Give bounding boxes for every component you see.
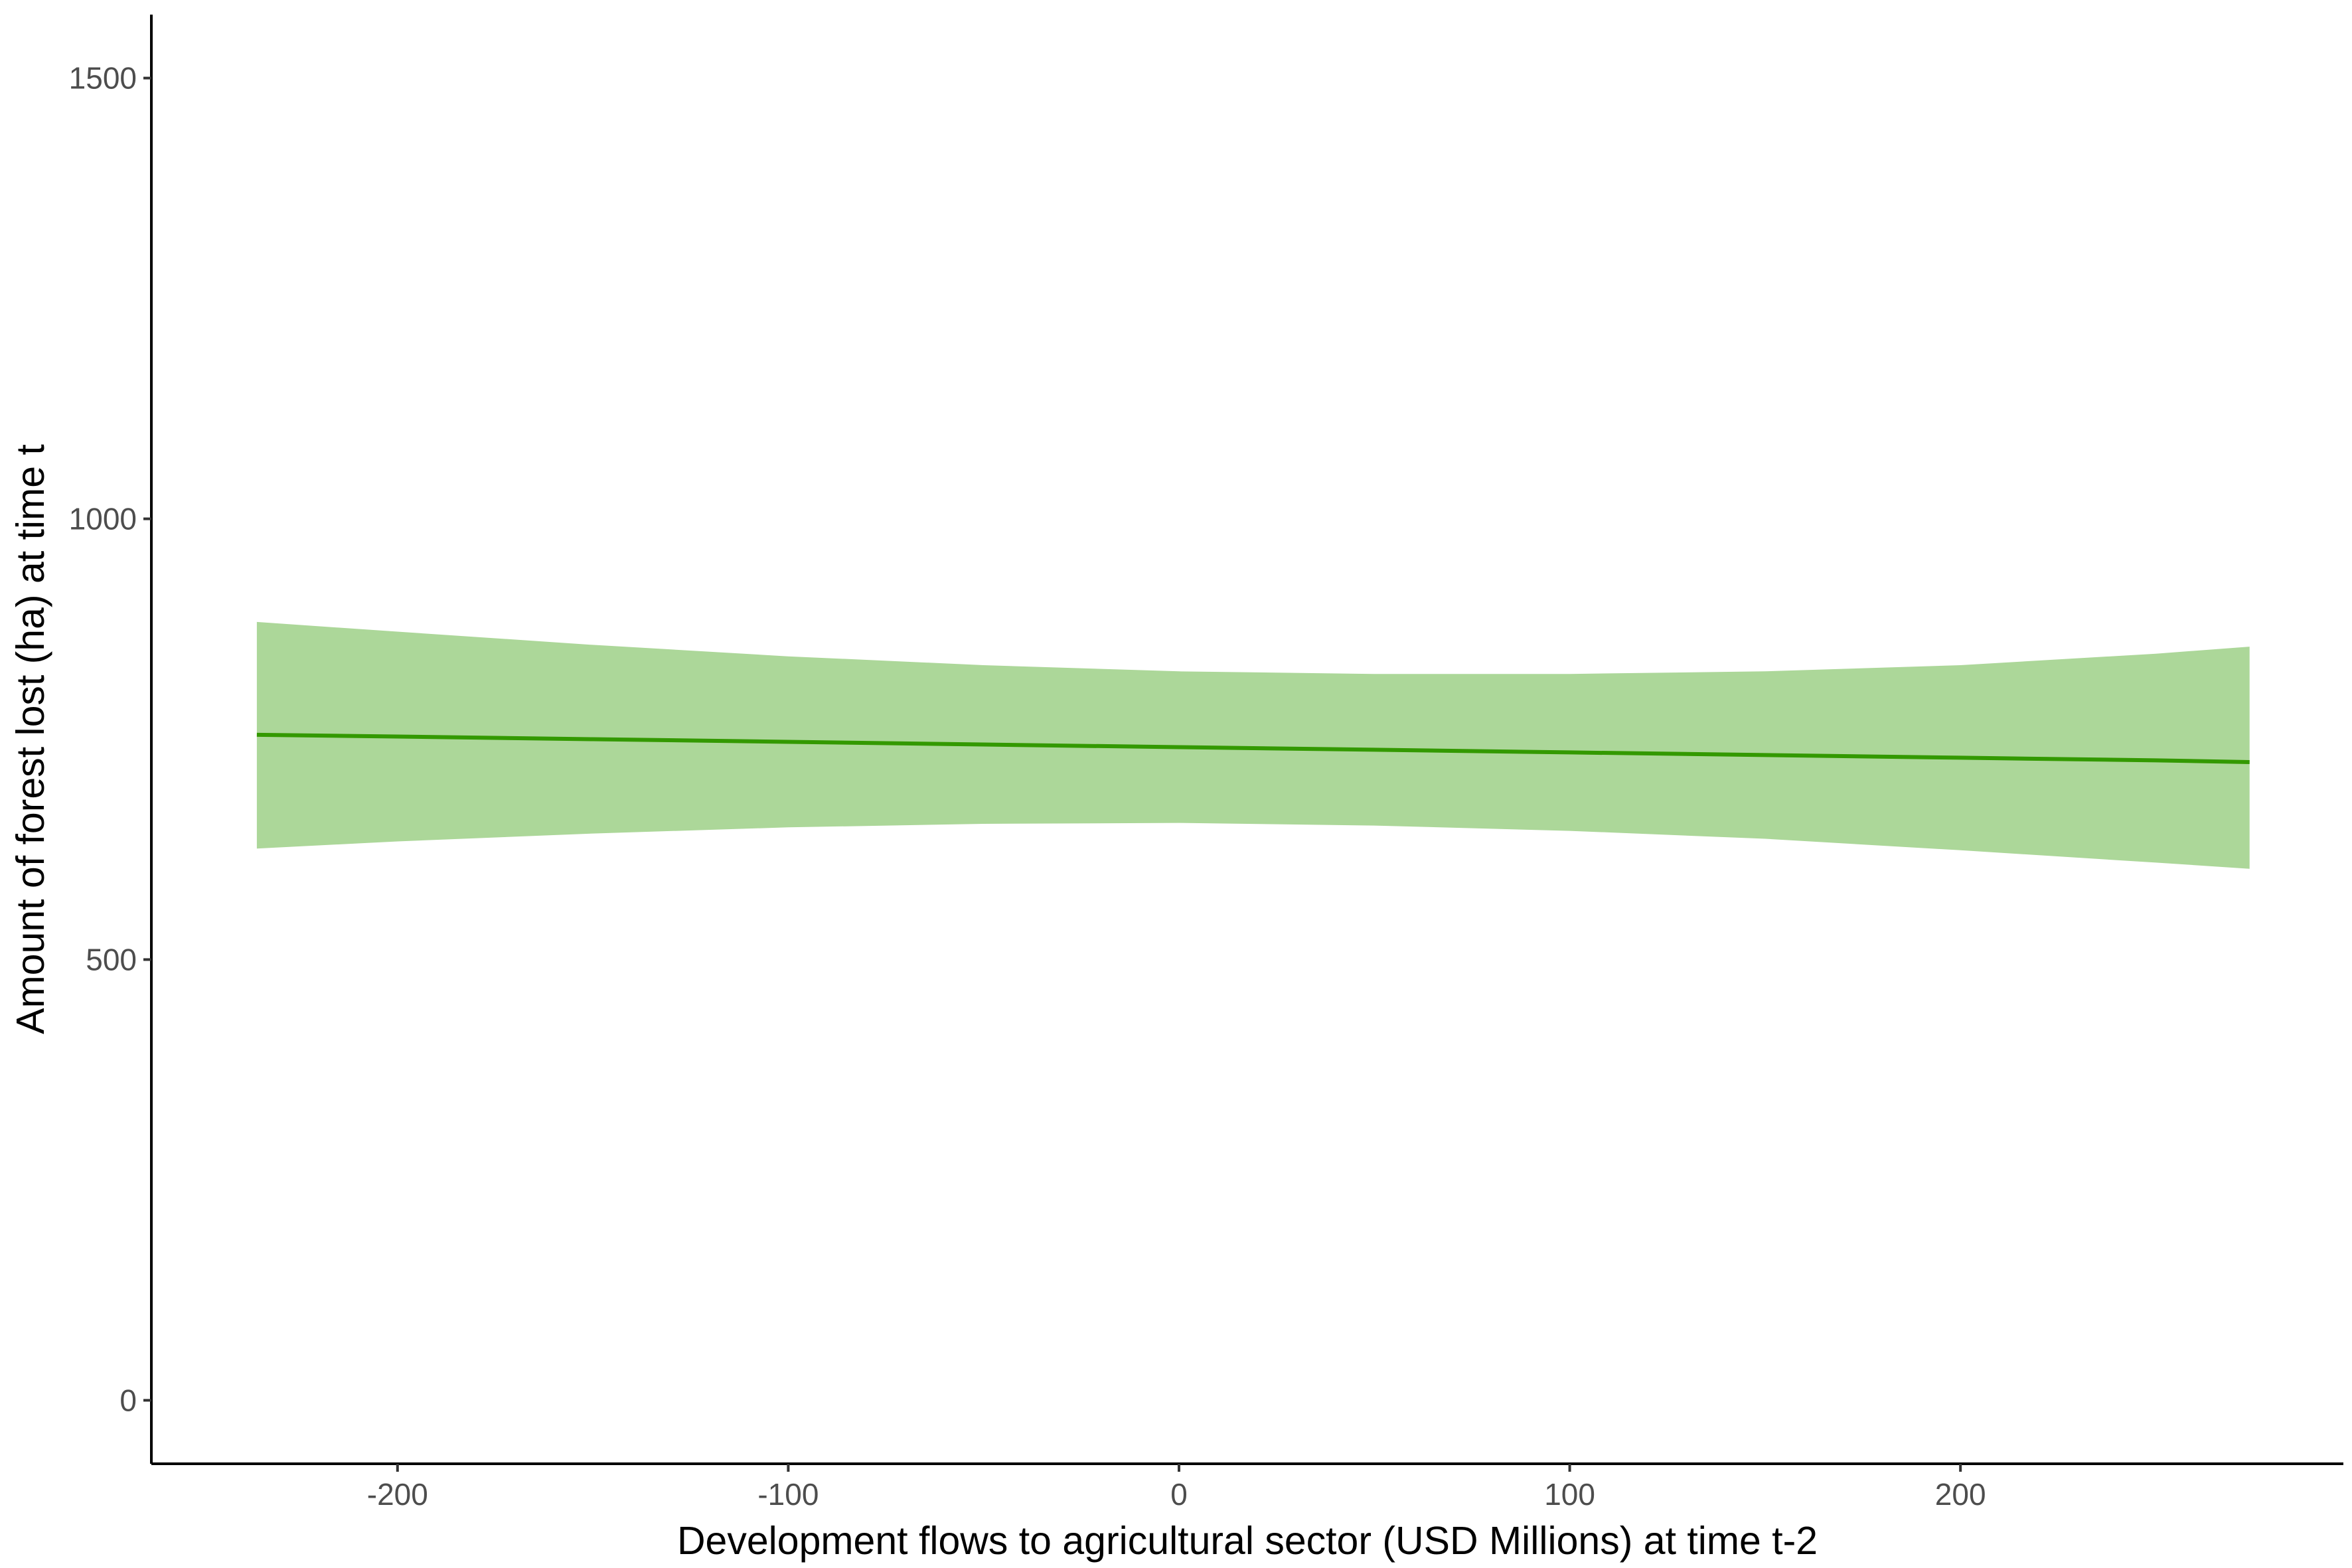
x-tick-label: 200 (1935, 1477, 1986, 1512)
y-axis-title: Amount of forest lost (ha) at time t (9, 444, 52, 1034)
fit-line-0 (256, 732, 2250, 764)
x-axis-ticks: -200 -100 0 100 200 (367, 1464, 1986, 1512)
x-tick-label: 0 (1170, 1477, 1188, 1512)
confidence-band-0 (256, 621, 2250, 869)
x-tick-label: -200 (367, 1477, 428, 1512)
y-tick-label: 500 (86, 942, 137, 977)
x-tick-label: 100 (1544, 1477, 1595, 1512)
x-axis-title: Development flows to agricultural sector… (677, 1519, 1818, 1563)
y-tick-label: 1500 (69, 61, 137, 96)
y-axis-ticks: 0 500 1000 1500 (69, 61, 151, 1417)
confidence-band-layer (256, 621, 2250, 869)
y-tick-label: 0 (119, 1383, 137, 1417)
y-tick-label: 1000 (69, 502, 137, 536)
x-tick-label: -100 (757, 1477, 819, 1512)
fit-line-layer (256, 732, 2250, 764)
